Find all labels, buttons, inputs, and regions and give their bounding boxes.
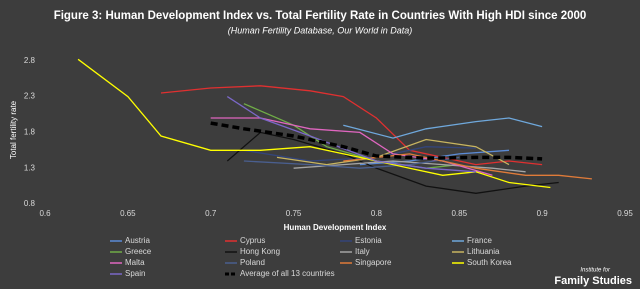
legend-label: Estonia bbox=[355, 236, 382, 245]
y-tick-label: 2.3 bbox=[24, 92, 36, 101]
chart-subtitle: (Human Fertility Database, Our World in … bbox=[228, 25, 413, 35]
x-tick-label: 0.75 bbox=[286, 209, 302, 218]
series-line bbox=[210, 117, 493, 176]
legend-label: Italy bbox=[355, 247, 370, 256]
y-tick-label: 0.8 bbox=[24, 199, 36, 208]
y-tick-label: 1.3 bbox=[24, 163, 36, 172]
chart-title: Figure 3: Human Development Index vs. To… bbox=[54, 10, 587, 22]
legend-label: Austria bbox=[125, 236, 150, 245]
x-tick-label: 0.9 bbox=[537, 209, 549, 218]
y-tick-label: 2.8 bbox=[24, 56, 36, 65]
x-tick-label: 0.85 bbox=[451, 209, 467, 218]
legend-label: Cyprus bbox=[240, 236, 265, 245]
logo-line2: Family Studies bbox=[554, 275, 632, 287]
legend-label: Poland bbox=[240, 258, 265, 267]
series-line bbox=[343, 117, 543, 139]
x-tick-label: 0.6 bbox=[39, 209, 51, 218]
x-tick-label: 0.7 bbox=[205, 209, 217, 218]
series-line bbox=[343, 153, 592, 180]
series-line bbox=[276, 138, 510, 166]
series-line bbox=[226, 131, 559, 194]
legend-label: Greece bbox=[125, 247, 152, 256]
legend-label: Hong Kong bbox=[240, 247, 280, 256]
legend-label: Malta bbox=[125, 258, 145, 267]
series-line bbox=[243, 103, 460, 169]
x-tick-label: 0.95 bbox=[617, 209, 633, 218]
y-axis-label: Total fertility rate bbox=[9, 100, 18, 159]
legend-label: Average of all 13 countries bbox=[240, 269, 335, 278]
average-line bbox=[210, 121, 543, 161]
logo-line1: Institute for bbox=[580, 268, 611, 274]
x-tick-label: 0.8 bbox=[371, 209, 383, 218]
y-tick-label: 1.8 bbox=[24, 127, 36, 136]
legend-label: Lithuania bbox=[467, 247, 500, 256]
series-line bbox=[77, 58, 551, 189]
legend-label: Singapore bbox=[355, 258, 392, 267]
legend-label: Spain bbox=[125, 269, 145, 278]
legend-label: France bbox=[467, 236, 492, 245]
series-line bbox=[243, 156, 460, 169]
legend-label: South Korea bbox=[467, 258, 512, 267]
x-tick-label: 0.65 bbox=[120, 209, 136, 218]
x-axis-label: Human Development Index bbox=[284, 223, 387, 232]
series-line bbox=[160, 85, 543, 166]
